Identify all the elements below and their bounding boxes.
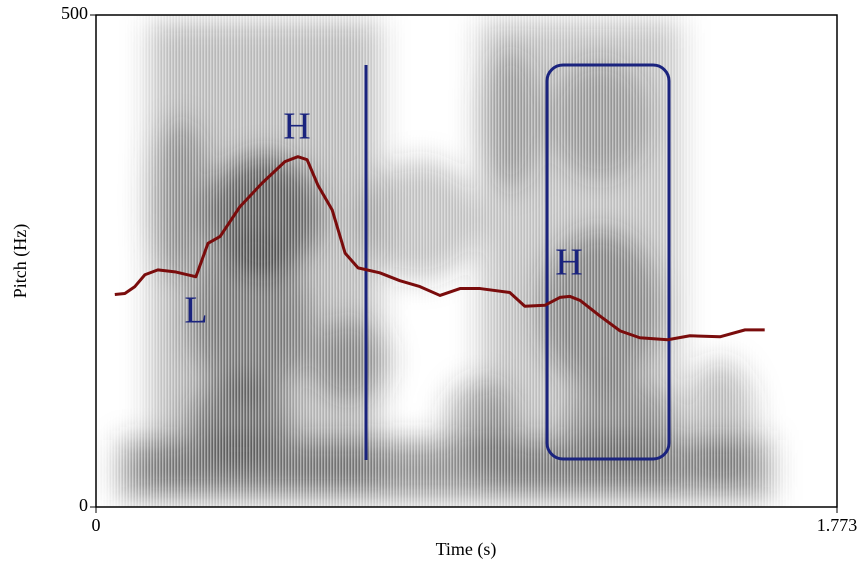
spectrogram xyxy=(96,15,837,507)
y-tick-label: 500 xyxy=(61,3,88,23)
y-tick-label: 0 xyxy=(79,495,88,515)
x-tick-label: 0 xyxy=(92,515,101,535)
x-axis-label: Time (s) xyxy=(436,539,497,560)
pitch-line xyxy=(114,155,765,342)
annotation: L xyxy=(184,290,207,332)
annotation: H xyxy=(555,242,582,284)
plot-frame xyxy=(95,14,838,508)
y-axis-label: Pitch (Hz) xyxy=(10,224,31,298)
x-tick-label: 1.773 xyxy=(817,515,858,535)
annotation: H xyxy=(283,106,310,148)
highlight-box xyxy=(545,63,671,461)
